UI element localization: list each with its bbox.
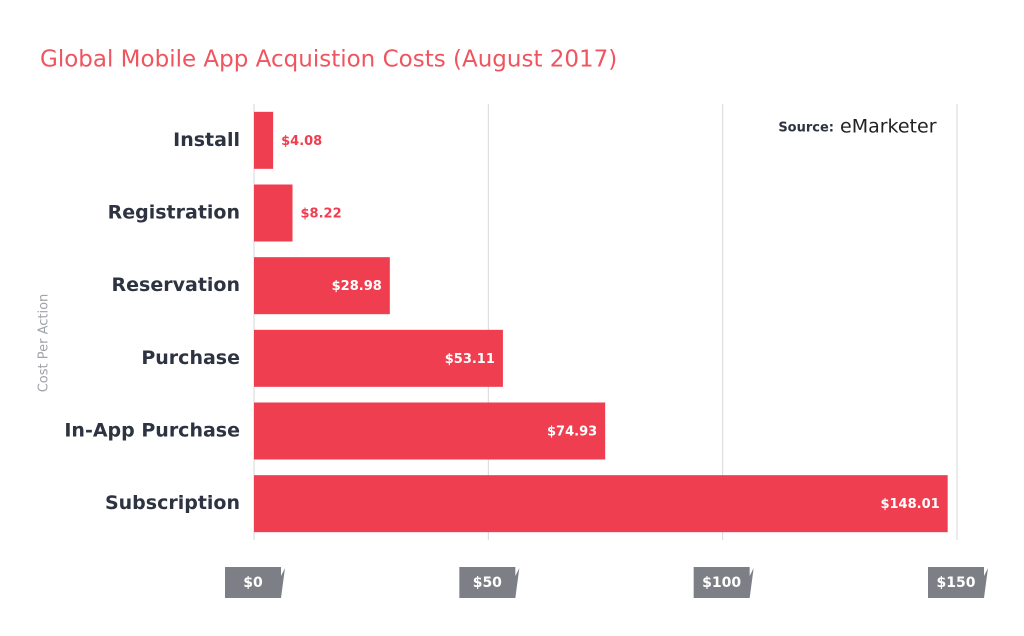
category-label: Registration [108, 202, 240, 224]
bar [254, 111, 274, 169]
bar [254, 184, 293, 242]
bar [254, 475, 948, 533]
bar [254, 329, 503, 387]
source-brand: eMarketer [840, 116, 937, 138]
chart-title: Global Mobile App Acquistion Costs (Augu… [40, 47, 617, 73]
x-tick-label: $0 [243, 575, 263, 591]
y-axis-label: Cost Per Action [37, 294, 52, 393]
value-label: $8.22 [301, 207, 342, 222]
tick-box [693, 567, 754, 598]
value-label: $28.98 [332, 279, 382, 294]
category-label: Subscription [105, 492, 240, 514]
tick-box [928, 567, 988, 598]
category-label: In-App Purchase [64, 420, 240, 442]
value-label: $53.11 [445, 352, 495, 367]
x-tick-label: $50 [473, 575, 502, 591]
value-label: $4.08 [281, 134, 322, 149]
category-label: Purchase [141, 347, 240, 369]
bar [254, 257, 390, 315]
source-label: Source: [778, 121, 834, 136]
category-label: Reservation [112, 274, 240, 296]
tick-box [225, 567, 285, 598]
value-label: $74.93 [547, 425, 597, 440]
tick-box [459, 567, 520, 598]
bar [254, 402, 606, 460]
x-tick-label: $100 [702, 575, 741, 591]
value-label: $148.01 [880, 497, 939, 512]
category-label: Install [173, 129, 240, 151]
x-tick-label: $150 [937, 575, 976, 591]
